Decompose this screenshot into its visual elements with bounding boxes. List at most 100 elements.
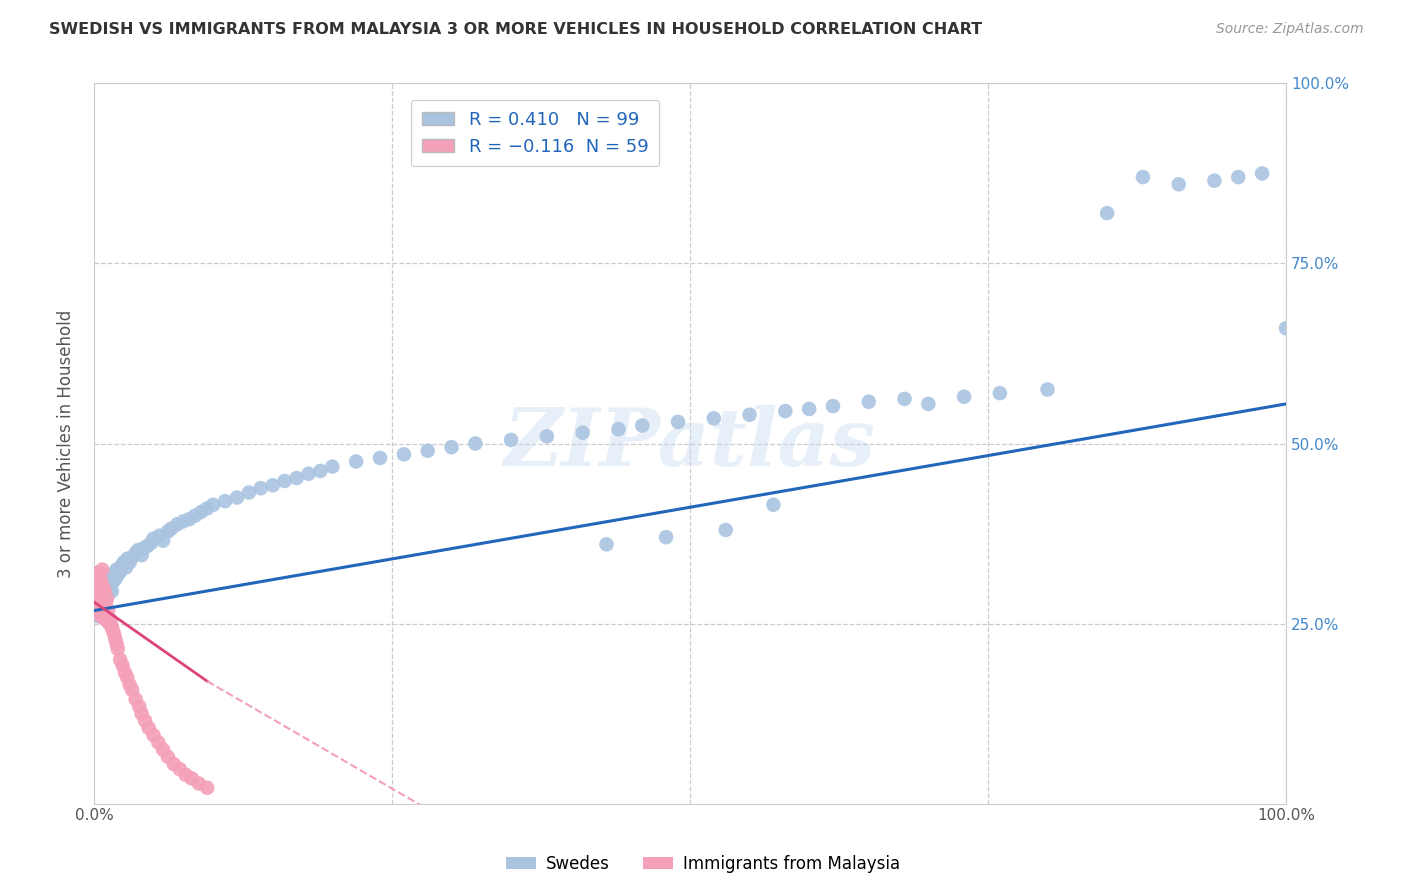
Point	[190, 505, 212, 519]
Point	[595, 537, 617, 551]
Point	[250, 481, 273, 495]
Point	[94, 591, 117, 606]
Point	[238, 485, 260, 500]
Point	[136, 539, 159, 553]
Point	[655, 530, 678, 544]
Point	[160, 522, 183, 536]
Point	[104, 572, 127, 586]
Point	[91, 581, 114, 595]
Point	[762, 498, 785, 512]
Point	[87, 577, 110, 591]
Point	[93, 599, 115, 613]
Point	[214, 494, 236, 508]
Text: ZIPatlas: ZIPatlas	[503, 405, 876, 483]
Point	[101, 574, 124, 589]
Point	[93, 609, 115, 624]
Point	[87, 609, 110, 624]
Point	[93, 595, 115, 609]
Point	[121, 550, 143, 565]
Point	[128, 699, 150, 714]
Point	[96, 609, 118, 624]
Point	[131, 548, 153, 562]
Point	[142, 532, 165, 546]
Point	[179, 512, 201, 526]
Point	[226, 491, 249, 505]
Point	[821, 399, 844, 413]
Point	[571, 425, 593, 440]
Point	[195, 780, 218, 795]
Point	[142, 728, 165, 742]
Point	[368, 450, 391, 465]
Point	[1167, 178, 1189, 192]
Point	[87, 595, 110, 609]
Point	[416, 443, 439, 458]
Point	[89, 584, 111, 599]
Point	[988, 386, 1011, 401]
Point	[1275, 321, 1298, 335]
Point	[86, 595, 108, 609]
Point	[166, 517, 188, 532]
Point	[103, 566, 125, 581]
Point	[1036, 383, 1059, 397]
Point	[107, 641, 129, 656]
Point	[93, 584, 115, 599]
Point	[172, 514, 194, 528]
Point	[101, 570, 124, 584]
Point	[96, 577, 118, 591]
Point	[114, 665, 136, 680]
Point	[90, 591, 112, 606]
Point	[187, 776, 209, 790]
Point	[152, 533, 174, 548]
Point	[131, 706, 153, 721]
Point	[536, 429, 558, 443]
Point	[97, 604, 120, 618]
Point	[121, 682, 143, 697]
Point	[148, 529, 170, 543]
Point	[96, 591, 118, 606]
Point	[1204, 174, 1226, 188]
Point	[134, 714, 156, 728]
Point	[101, 620, 124, 634]
Point	[84, 574, 107, 588]
Point	[156, 524, 179, 539]
Point	[917, 397, 939, 411]
Legend: Swedes, Immigrants from Malaysia: Swedes, Immigrants from Malaysia	[499, 848, 907, 880]
Point	[86, 566, 108, 581]
Point	[84, 588, 107, 602]
Point	[440, 440, 463, 454]
Point	[104, 632, 127, 647]
Point	[86, 584, 108, 599]
Point	[100, 613, 122, 627]
Point	[105, 563, 128, 577]
Point	[97, 574, 120, 588]
Point	[93, 584, 115, 599]
Point	[714, 523, 737, 537]
Point	[108, 652, 131, 666]
Point	[105, 637, 128, 651]
Point	[309, 464, 332, 478]
Point	[115, 560, 138, 574]
Point	[180, 772, 202, 786]
Point	[118, 555, 141, 569]
Point	[148, 735, 170, 749]
Point	[89, 566, 111, 581]
Point	[344, 454, 367, 468]
Point	[91, 602, 114, 616]
Point	[97, 584, 120, 599]
Point	[91, 602, 114, 616]
Point	[273, 474, 295, 488]
Point	[775, 404, 797, 418]
Point	[174, 768, 197, 782]
Point	[86, 581, 108, 595]
Point	[86, 599, 108, 613]
Point	[94, 613, 117, 627]
Point	[169, 762, 191, 776]
Point	[100, 577, 122, 591]
Point	[93, 581, 115, 595]
Point	[321, 459, 343, 474]
Point	[87, 606, 110, 620]
Point	[666, 415, 689, 429]
Point	[202, 498, 225, 512]
Point	[124, 692, 146, 706]
Point	[607, 422, 630, 436]
